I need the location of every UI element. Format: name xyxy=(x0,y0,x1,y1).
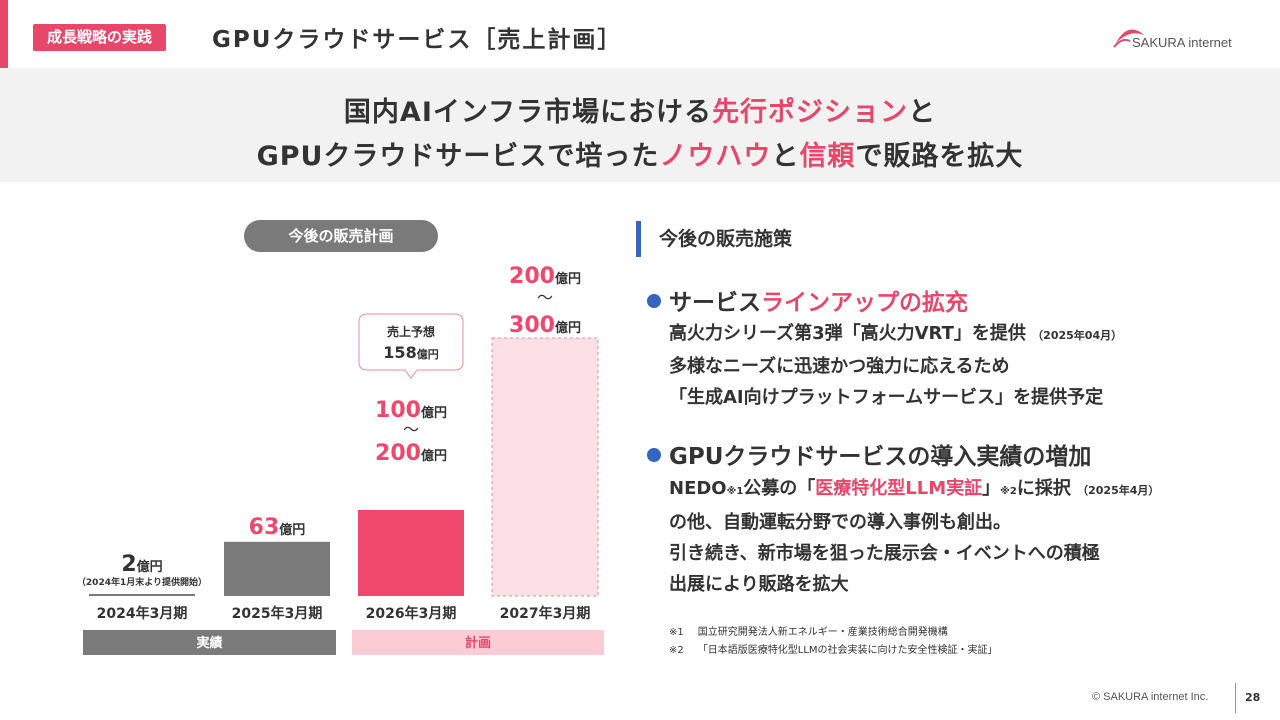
category-label-1: 2025年3月期 xyxy=(232,605,323,622)
footer-divider xyxy=(1235,683,1236,713)
bullet-dot-icon xyxy=(647,294,661,308)
sakura-logo: SAKURA internet xyxy=(1110,23,1255,53)
group-band-1 xyxy=(352,630,604,655)
bullet-dot-icon xyxy=(647,448,661,462)
bullet-results: GPUクラウドサービスの導入実績の増加 xyxy=(647,437,1091,471)
footnote-1: ※1 国立研究開発法人新エネルギー・産業技術総合開発機構 xyxy=(669,627,948,638)
hero-line-2: GPUクラウドサービスで培ったノウハウと信頼で販路を拡大 xyxy=(256,141,1024,172)
hero-line-1: 国内AIインフラ市場における先行ポジションと xyxy=(343,97,937,128)
callout-label: 売上予想 xyxy=(387,324,435,339)
category-label-0: 2024年3月期 xyxy=(97,605,188,622)
logo-text: SAKURA internet xyxy=(1132,35,1232,50)
sakura-logo-icon xyxy=(1113,29,1144,48)
callout-value: 158億円 xyxy=(383,343,438,362)
copyright: © SAKURA internet Inc. xyxy=(1092,691,1209,703)
label-2027-high: 300億円 xyxy=(509,313,581,338)
page-number: 28 xyxy=(1245,691,1261,704)
measures-heading: 今後の販売施策 xyxy=(636,221,792,257)
group-band-0 xyxy=(83,630,336,655)
bar-2026 xyxy=(358,510,464,596)
label-2027-sep: ～ xyxy=(537,288,553,307)
sales-plan-chart: 2億円（2024年1月末より提供開始）63億円100億円～200億円200億円～… xyxy=(77,264,604,655)
group-label-1: 計画 xyxy=(465,635,491,651)
category-label-3: 2027年3月期 xyxy=(500,605,591,622)
section-tag: 成長戦略の実践 xyxy=(33,24,167,51)
bullet-results-body: NEDO※1公募の「医療特化型LLM実証」※2に採択 （2025年4月） の他、… xyxy=(669,478,1160,595)
forecast-callout xyxy=(358,313,464,379)
bullet-lineup: サービスラインアップの拡充 xyxy=(647,283,968,317)
label-2026-high: 200億円 xyxy=(375,441,447,466)
bar-2025 xyxy=(224,541,330,596)
label-2027-low: 200億円 xyxy=(509,264,581,289)
hero-banner: 国内AIインフラ市場における先行ポジションと GPUクラウドサービスで培ったノウ… xyxy=(0,68,1280,182)
bar-2027 xyxy=(491,337,599,597)
label-2026-sep: ～ xyxy=(403,420,419,439)
label-2025: 63億円 xyxy=(249,515,306,540)
chart-title: 今後の販売計画 xyxy=(244,220,438,252)
group-label-0: 実績 xyxy=(196,635,222,651)
page-title: GPUクラウドサービス［売上計画］ xyxy=(212,27,623,53)
footnote-2: ※2 「日本語版医療特化型LLMの社会実装に向けた安全性検証・実証」 xyxy=(669,645,998,656)
label-2026-low: 100億円 xyxy=(375,398,447,423)
bullet-lineup-body: 高火力シリーズ第3弾「高火力VRT」を提供 （2025年04月） 多様なニーズに… xyxy=(669,323,1123,408)
bar-2024 xyxy=(89,594,195,596)
accent-bar xyxy=(0,0,8,68)
category-label-2: 2026年3月期 xyxy=(366,605,457,622)
label-2024-note: （2024年1月末より提供開始） xyxy=(77,576,207,588)
label-2024: 2億円 xyxy=(121,552,162,577)
